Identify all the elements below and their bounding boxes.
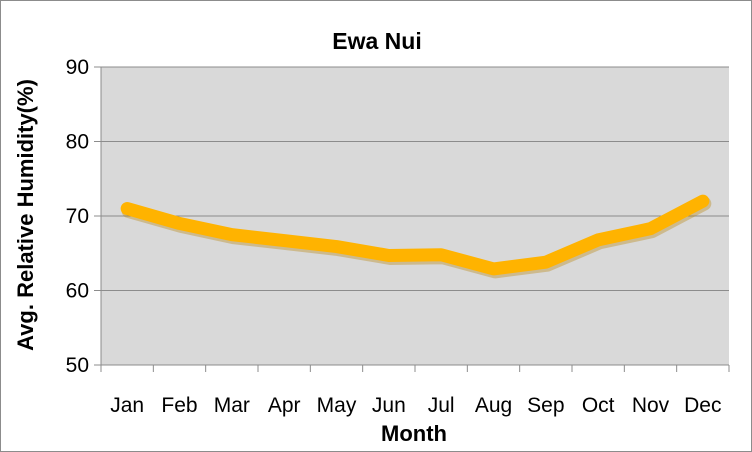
y-tick-label: 80: [66, 131, 89, 154]
x-tick-label: Dec: [684, 394, 721, 417]
x-tick-label: Apr: [268, 394, 301, 417]
y-tick-label: 70: [66, 205, 89, 228]
data-point: [178, 222, 181, 225]
x-tick-label: Oct: [582, 394, 615, 417]
series-line: [120, 194, 710, 276]
data-point: [283, 239, 286, 242]
x-tick-label: Jun: [372, 394, 406, 417]
data-point: [701, 200, 704, 203]
x-tick-label: Nov: [632, 394, 670, 417]
chart-title: Ewa Nui: [332, 28, 421, 54]
x-axis-ticks: Jan Feb Mar Apr May Jun Jul Aug Sep Oct Nov Dec: [100, 365, 730, 417]
data-point: [440, 253, 443, 256]
gridlines: [101, 66, 729, 291]
y-tick-label: 90: [66, 56, 89, 79]
data-point: [649, 227, 652, 230]
y-axis-ticks: 50 60 70 80 90: [66, 56, 101, 377]
x-tick-label: Aug: [475, 394, 512, 417]
x-tick-label: Jan: [110, 394, 144, 417]
data-point: [230, 233, 233, 236]
series-group: [120, 194, 712, 279]
y-tick-label: 50: [66, 354, 89, 377]
x-tick-label: Jul: [428, 394, 455, 417]
x-tick-label: Sep: [527, 394, 564, 417]
data-point: [492, 267, 495, 270]
data-point: [126, 207, 129, 210]
x-tick-label: Mar: [214, 394, 250, 417]
x-tick-label: Feb: [161, 394, 197, 417]
data-point: [335, 245, 338, 248]
y-tick-label: 60: [66, 280, 89, 303]
y-axis-title: Avg. Relative Humidity(%): [13, 79, 38, 351]
x-tick-label: May: [317, 394, 357, 417]
x-axis-title: Month: [381, 421, 447, 446]
data-point: [544, 261, 547, 264]
data-point: [387, 254, 390, 257]
data-point: [597, 238, 600, 241]
